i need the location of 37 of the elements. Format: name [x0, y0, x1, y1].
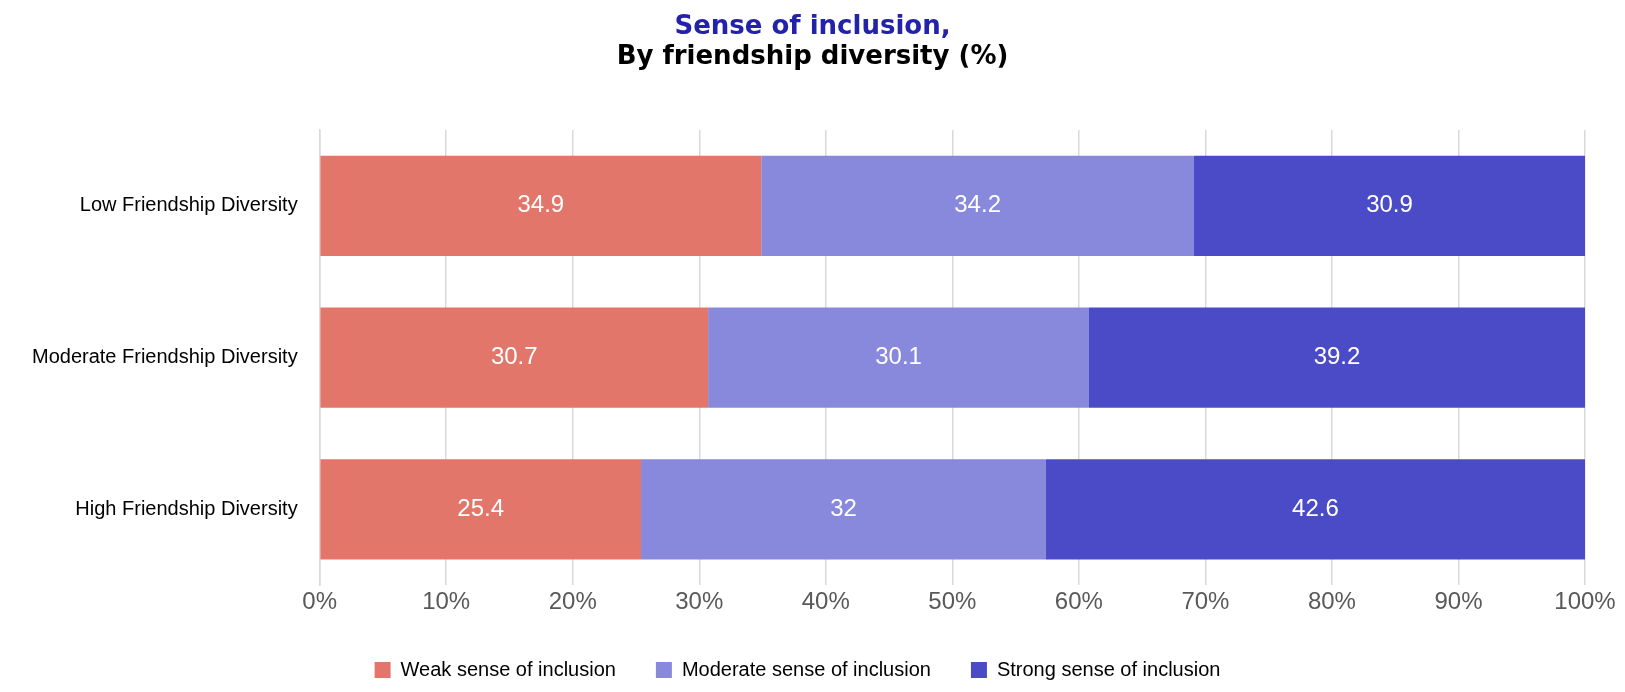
x-tick-label: 60%: [1054, 587, 1103, 615]
x-tick-label: 40%: [801, 587, 850, 615]
data-label: 34.9: [517, 190, 565, 218]
y-tick-label: Moderate Friendship Diversity: [32, 345, 298, 368]
bar: [320, 307, 709, 408]
bar: [320, 155, 762, 256]
data-label: 30.1: [875, 342, 922, 370]
data-label: 30.7: [490, 342, 538, 370]
bar: [1045, 459, 1585, 560]
y-tick-label: Low Friendship Diversity: [79, 193, 298, 216]
bar: [708, 307, 1089, 408]
bar: [641, 459, 1046, 560]
x-tick-label: 80%: [1307, 587, 1356, 615]
data-label: 25.4: [457, 493, 505, 521]
x-tick-label: 0%: [302, 587, 337, 615]
x-tick-label: 50%: [928, 587, 977, 615]
x-tick-label: 70%: [1181, 587, 1230, 615]
data-label: 42.6: [1292, 493, 1339, 521]
data-label: 39.2: [1313, 342, 1361, 370]
data-label: 30.9: [1366, 190, 1413, 218]
bar: [1194, 155, 1585, 256]
x-tick-label: 90%: [1434, 587, 1483, 615]
legend-label: Strong sense of inclusion: [996, 657, 1221, 680]
legend-label: Moderate sense of inclusion: [681, 657, 931, 680]
chart-title: Sense of inclusion,: [673, 10, 952, 40]
data-label: 34.2: [954, 190, 1001, 218]
x-tick-label: 10%: [422, 587, 471, 615]
y-tick-label: High Friendship Diversity: [75, 496, 298, 519]
legend-label: Weak sense of inclusion: [400, 657, 616, 680]
bar: [761, 155, 1195, 256]
x-tick-label: 30%: [675, 587, 724, 615]
x-tick-label: 20%: [548, 587, 597, 615]
data-label: 32: [830, 493, 857, 521]
bar: [320, 459, 642, 560]
x-tick-label: 100%: [1554, 587, 1616, 615]
chart-subtitle: By friendship diversity (%): [615, 40, 1010, 70]
bar: [1088, 307, 1585, 408]
